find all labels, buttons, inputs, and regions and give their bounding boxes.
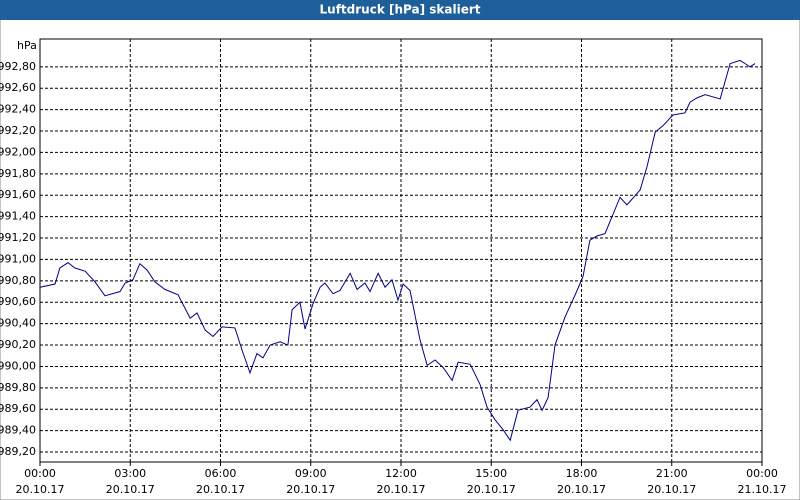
x-tick-label: 18:00 20.10.17 [557,467,606,496]
x-tick-label-line: 20.10.17 [377,483,426,496]
x-tick-label-line: 00:00 [746,467,778,480]
x-tick-label-line: 20.10.17 [286,483,335,496]
x-tick-label-line: 03:00 [114,467,146,480]
y-tick-label: 991,20 [0,231,36,244]
x-tick-label: 21:00 20.10.17 [647,467,696,496]
y-tick-label: 990,40 [0,317,36,330]
y-tick-label: 989,80 [0,381,36,394]
data-line [39,59,756,442]
x-tick-label-line: 20.10.17 [647,483,696,496]
x-tick-label-line: 06:00 [205,467,237,480]
y-tick-label: 992,20 [0,124,36,137]
y-tick-label: 990,80 [0,274,36,287]
y-tick-label: 989,20 [0,445,36,458]
x-tick-label-line: 09:00 [295,467,327,480]
chart-title: Luftdruck [hPa] skaliert [320,3,481,17]
x-tick-label-line: 20.10.17 [196,483,245,496]
x-tick-label: 00:00 20.10.17 [16,467,65,496]
y-tick-label: 992,00 [0,145,36,158]
title-bar [0,0,800,20]
x-tick-label: 09:00 20.10.17 [286,467,335,496]
x-tick-label-line: 15:00 [475,467,507,480]
y-tick-label: 992,60 [0,81,36,94]
x-tick-label-line: 20.10.17 [557,483,606,496]
x-tick-label: 03:00 20.10.17 [106,467,155,496]
y-tick-label: 992,40 [0,103,36,116]
x-tick-label: 15:00 20.10.17 [467,467,516,496]
x-tick-label: 06:00 20.10.17 [196,467,245,496]
y-tick-label: 991,40 [0,210,36,223]
x-tick-label: 00:00 21.10.17 [738,467,787,496]
y-tick-label: 991,00 [0,252,36,265]
x-tick-label: 12:00 20.10.17 [377,467,426,496]
x-tick-label-line: 00:00 [24,467,56,480]
x-tick-label-line: 20.10.17 [467,483,516,496]
y-tick-label: 989,40 [0,424,36,437]
y-tick-label: 992,80 [0,60,36,73]
x-tick-label-line: 20.10.17 [106,483,155,496]
x-tick-label-line: 18:00 [566,467,598,480]
y-tick-label: 991,60 [0,188,36,201]
x-tick-label-line: 21.10.17 [738,483,787,496]
y-tick-label: 990,60 [0,295,36,308]
x-tick-label-line: 12:00 [385,467,417,480]
x-tick-label-line: 21:00 [656,467,688,480]
x-tick-label-line: 20.10.17 [16,483,65,496]
y-axis-label: hPa [17,39,37,52]
y-tick-label: 989,60 [0,402,36,415]
plot-frame [39,38,763,463]
y-tick-label: 990,20 [0,338,36,351]
y-tick-label: 991,80 [0,167,36,180]
y-tick-label: 990,00 [0,359,36,372]
